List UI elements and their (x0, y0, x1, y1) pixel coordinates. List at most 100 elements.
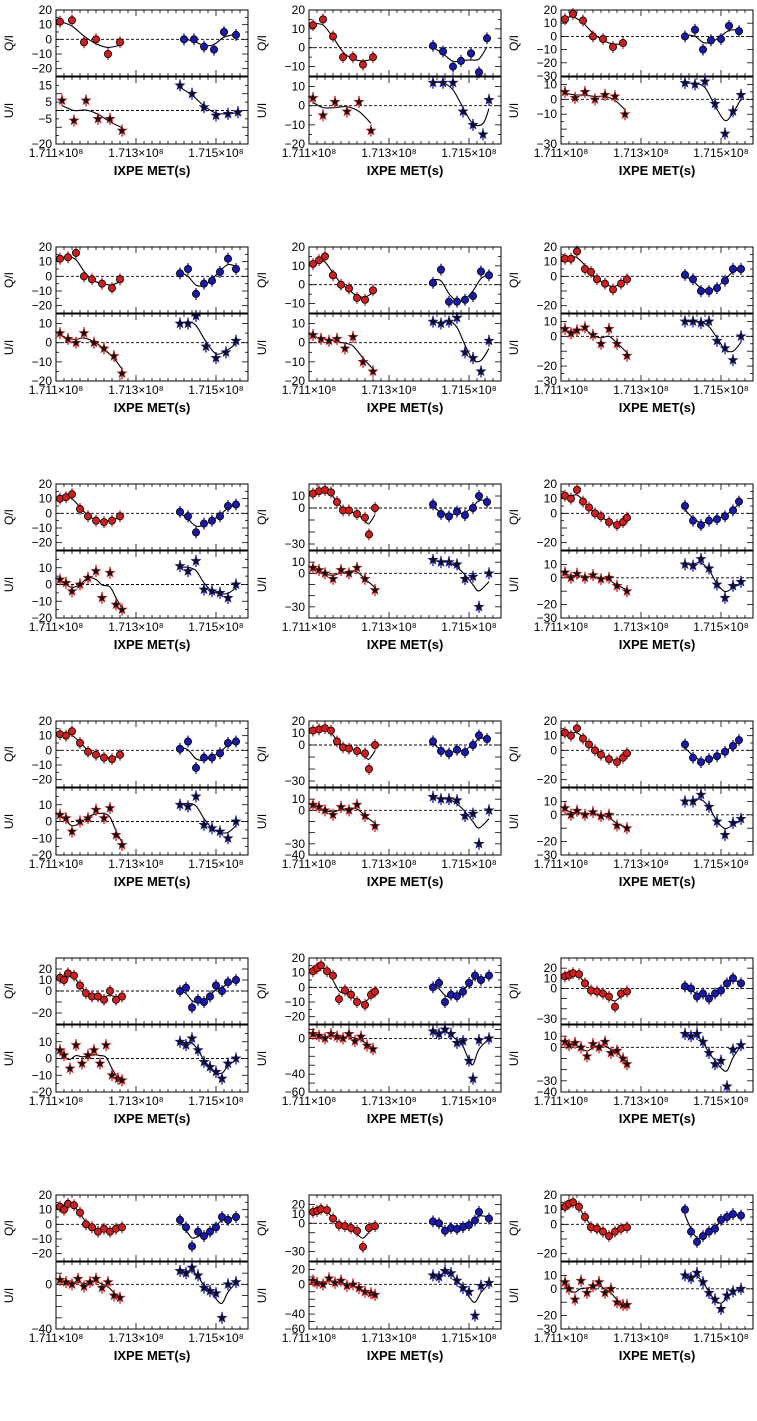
y-tick-label: −30 (537, 69, 558, 83)
data-point-star (621, 349, 633, 361)
subplot-11: 20 10 0 −30 Q/I 10 0 −30 −40 U/I 1.711×10⁸ 1.713×10… (253, 711, 505, 947)
y-tick-label: −10 (32, 521, 53, 535)
data-point-star (679, 1269, 691, 1281)
y-tick-label: −20 (537, 299, 558, 313)
data-point-star (206, 822, 218, 833)
u-axis-title: U/I (2, 1288, 16, 1303)
y-tick-label: 20 (39, 477, 53, 491)
data-point-star (204, 1061, 216, 1072)
y-tick-label: 10 (39, 317, 53, 331)
data-point-circle (175, 744, 184, 753)
subplot-3: 20 10 0 −10 −20 −30 Q/I 10 0 −10 −30 U/I 1.711×10⁸ 1.… (505, 0, 757, 236)
panel-frame (560, 9, 754, 77)
data-point-circle (720, 276, 729, 285)
data-point-star (691, 1266, 703, 1278)
y-tick-label: 0 (550, 1282, 557, 1296)
panel-frame (308, 1261, 502, 1330)
data-point-circle (428, 983, 437, 992)
data-point-star (76, 1057, 88, 1069)
u-axis-title: U/I (507, 814, 521, 829)
data-point-circle (175, 269, 184, 278)
data-point-circle (573, 724, 582, 733)
panel-frame (560, 483, 754, 551)
data-point-circle (215, 512, 224, 521)
data-point-star (313, 801, 325, 812)
data-point-circle (68, 490, 77, 499)
data-point-circle (371, 987, 380, 996)
data-point-circle (736, 979, 745, 988)
data-point-circle (476, 267, 485, 276)
data-point-circle (231, 30, 240, 39)
y-tick-label: 10 (39, 255, 53, 269)
data-point-star (60, 812, 72, 823)
y-tick-label: −20 (537, 56, 558, 70)
data-point-circle (698, 45, 707, 54)
data-point-star (329, 96, 341, 107)
model-curve-first-epoch (59, 20, 121, 48)
data-point-circle (369, 53, 378, 62)
y-tick-label: 0 (45, 984, 52, 998)
x-tick-label: 1.713×10⁸ (361, 383, 416, 397)
subplot-5: 20 10 0 −10 Q/I 10 0 −10 −20 U/I 1.711×10⁸ 1.713×10… (253, 237, 505, 473)
data-point-star (116, 124, 128, 136)
data-point-circle (428, 41, 437, 50)
x-tick-label: 1.713×10⁸ (361, 1094, 416, 1108)
q-axis-title: Q/I (507, 272, 521, 288)
x-tick-label: 1.711×10⁸ (282, 1331, 337, 1345)
data-point-star (108, 1289, 120, 1301)
u-axis-title: U/I (255, 814, 269, 829)
data-point-circle (722, 979, 731, 988)
y-tick-label: 0 (298, 1031, 305, 1045)
data-point-star (459, 346, 471, 358)
x-tick-label: 1.711×10⁸ (534, 857, 589, 871)
data-point-star (587, 328, 599, 340)
data-point-circle (734, 27, 743, 36)
data-point-star (116, 367, 128, 379)
data-point-circle (573, 485, 582, 494)
data-point-star (94, 1057, 106, 1069)
u-panel-11: 100 −30−40 U/I (255, 787, 502, 862)
data-point-circle (623, 275, 632, 284)
y-tick-label: 20 (39, 3, 53, 17)
data-point-star (595, 573, 607, 584)
data-point-circle (329, 971, 338, 980)
x-tick-label: 1.713×10⁸ (361, 146, 416, 160)
data-point-circle (100, 995, 109, 1004)
y-tick-label: 10 (544, 1203, 558, 1217)
panel-frame (55, 76, 249, 145)
data-point-circle (329, 271, 338, 280)
u-panel-2: 10 0 −10 −20 U/I (255, 76, 502, 151)
data-point-star (104, 113, 116, 124)
data-point-circle (448, 62, 457, 71)
data-point-star (353, 96, 365, 107)
data-point-star (477, 128, 489, 140)
u-panel-18: 100 −20−30 U/I (507, 1261, 754, 1336)
x-tick-label: 1.711×10⁸ (534, 1094, 589, 1108)
data-point-circle (80, 272, 89, 281)
data-point-circle (444, 512, 453, 521)
data-point-star (200, 340, 212, 352)
u-panel-3: 100−10 −30 U/I (507, 75, 754, 151)
data-point-star (443, 556, 455, 567)
data-point-star (74, 815, 86, 827)
data-point-circle (100, 753, 109, 762)
x-axis-title: IXPE MET(s) (114, 874, 191, 889)
data-point-circle (567, 254, 576, 263)
data-point-star (569, 1037, 581, 1048)
x-axis-title: IXPE MET(s) (367, 400, 444, 415)
data-point-circle (365, 765, 374, 774)
u-panel-15: 100 −30−40 U/I (507, 1024, 754, 1099)
data-point-star (695, 788, 707, 800)
data-point-star (230, 815, 242, 827)
data-point-circle (181, 1223, 190, 1232)
data-point-star (703, 315, 715, 327)
data-point-star (451, 794, 463, 806)
u-axis-title: U/I (2, 340, 16, 355)
data-point-circle (716, 35, 725, 44)
subplot-17: 20 10 0 −30 Q/I 20 0 −40 −60 U/I 1.711×10⁸ 1.713×10… (253, 1185, 505, 1421)
